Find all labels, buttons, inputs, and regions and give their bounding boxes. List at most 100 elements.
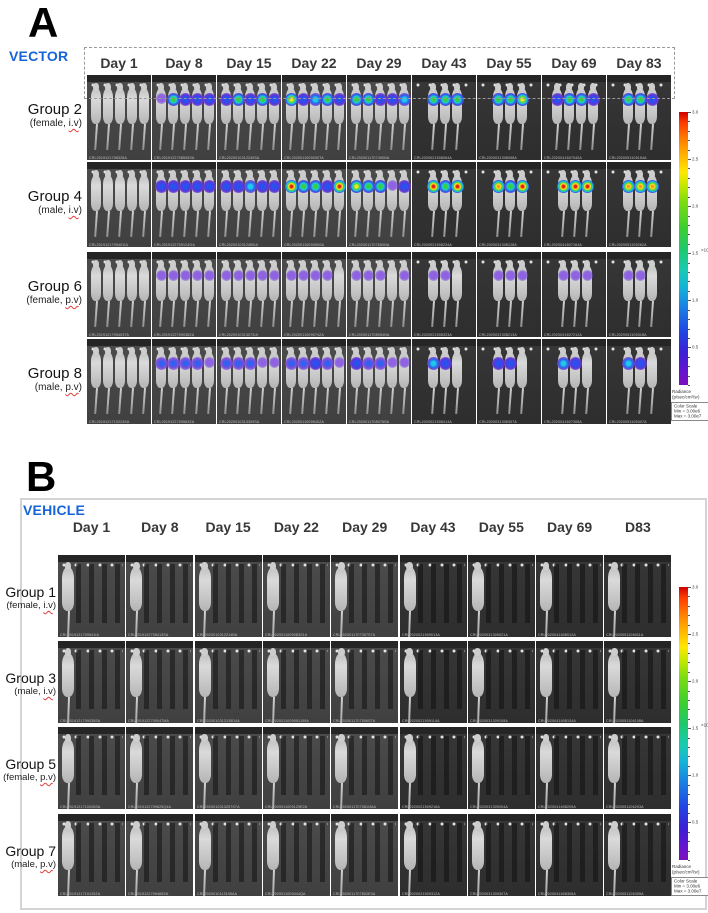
mouse-figure — [403, 734, 416, 783]
imaging-cell: CRL2020011707081I46A — [331, 727, 399, 809]
imaging-cell: CRL2020011708054NA — [347, 252, 411, 337]
group-sub-suffix: ) — [78, 381, 82, 393]
mouse-figure — [349, 83, 363, 124]
mouse-figure — [130, 821, 143, 870]
route-abbreviation: i.v — [68, 117, 79, 129]
bioluminescence-blob — [296, 93, 310, 106]
cell-id-label: CRL2020051105262A — [609, 242, 647, 247]
manifold-bar — [412, 162, 476, 169]
colorbar-minor-tick — [688, 385, 690, 386]
mouse-figure — [178, 83, 192, 124]
imaging-cell: CRL2020010313257S7A — [194, 727, 262, 809]
colorbar-minor-tick — [688, 662, 690, 664]
bioluminescence-blob — [581, 270, 593, 281]
manifold-bar — [217, 162, 281, 169]
mouse-figure — [232, 260, 244, 301]
mouse-figure — [540, 734, 553, 783]
manifold-rods — [349, 736, 396, 795]
colorbar-minor-tick — [688, 243, 690, 245]
mouse-figure — [450, 170, 464, 211]
group-label: Group 8 (male, p.v) — [0, 365, 82, 394]
mouse-figure — [154, 170, 168, 211]
bioluminescence-blob — [373, 180, 387, 193]
imaging-cell: CRL2020021509114A — [399, 641, 467, 723]
cell-id-label: CRL2020011707307S7A — [333, 632, 376, 637]
imaging-cell: CRL2020041607212A — [542, 252, 606, 337]
colorbar-tick-label: 0.5 — [692, 819, 699, 825]
colorbar-minor-tick — [688, 140, 690, 142]
day-header: Day 8 — [141, 519, 179, 535]
imaging-cell: CRL2020010313072IA — [217, 252, 281, 337]
colorbar-minor-tick — [688, 671, 690, 673]
bioluminescence-blob — [568, 180, 582, 193]
colorbar-minor-tick — [688, 596, 690, 598]
day-header: Day 43 — [421, 55, 467, 71]
manifold-bar — [282, 75, 346, 82]
group-route-label: (male, p.v) — [0, 382, 82, 394]
bioluminescence-blob — [621, 93, 635, 106]
bioluminescence-blob — [556, 180, 570, 193]
group-label: Group 2 (female, i.v) — [0, 101, 82, 130]
bioluminescence-blob — [634, 270, 646, 281]
bioluminescence-blob — [190, 357, 204, 370]
colorbar-minor-tick — [688, 375, 690, 377]
day-header: Day 15 — [205, 519, 251, 535]
colorbar-minor-tick — [688, 366, 690, 368]
bioluminescence-blob — [426, 93, 440, 106]
mouse-figure — [284, 347, 298, 388]
imaging-cell: CRL2020051106011A — [604, 555, 672, 637]
day-header: Day 55 — [478, 519, 524, 535]
manifold-rods — [212, 650, 259, 709]
mouse-figure — [198, 648, 211, 697]
cell-id-label: CRL2020041607212A — [544, 332, 582, 337]
colorbar-minor-tick — [688, 196, 690, 198]
mouse-figure — [115, 260, 125, 301]
mouse-figure — [491, 170, 505, 211]
cell-id-label: CRL2020011009074ZA — [284, 332, 324, 337]
mouse-figure — [296, 170, 310, 211]
cell-id-label: CRL2020010313072IA — [219, 332, 259, 337]
day-header: Day 22 — [291, 55, 337, 71]
day-header: Day 22 — [273, 519, 319, 535]
group-sub-prefix: (female, — [6, 600, 44, 612]
bioluminescence-blob — [385, 93, 399, 106]
bioluminescence-blob — [333, 357, 345, 368]
bioluminescence-blob — [320, 357, 334, 370]
panel-b-letter: B — [26, 453, 57, 500]
cell-id-label: CRL2020010313257S7A — [196, 804, 240, 809]
colorbar-unit-line: Radiance — [672, 864, 692, 869]
manifold-bar — [467, 727, 535, 734]
imaging-cell: CRL2019121710026SA — [58, 727, 125, 809]
manifold-bar — [347, 339, 411, 346]
colorbar-minor-tick — [688, 690, 690, 692]
bioluminescence-blob — [285, 270, 297, 281]
imaging-cell: CRL2020041607040A — [542, 75, 606, 160]
colorbar-minor-tick — [688, 187, 690, 189]
imaging-cell: CRL2020011707802E3A — [331, 814, 399, 896]
mouse-figure — [191, 260, 203, 301]
mouse-figure — [139, 83, 149, 124]
manifold-bar — [604, 641, 672, 648]
imaging-cell: CRL2020011707307S7A — [331, 555, 399, 637]
manifold-bar — [607, 75, 671, 82]
bioluminescence-blob — [550, 93, 564, 106]
imaging-cell: CRL2020021509312A — [399, 814, 467, 896]
imaging-cell: CRL2020010312135D4A — [194, 641, 262, 723]
cell-id-label: CRL2019121709035SA — [60, 718, 101, 723]
colorbar-minor-tick — [688, 168, 690, 170]
manifold-bar — [467, 641, 535, 648]
mouse-figure — [491, 347, 505, 388]
day-header: D83 — [625, 519, 651, 535]
cell-id-label: CRL2020011009091J09A — [264, 718, 309, 723]
cell-id-label: CRL2019122709038ZA — [154, 332, 195, 337]
bioluminescence-blob — [397, 93, 411, 106]
group-sub-prefix: (female, — [3, 772, 41, 784]
color-scale-box: Color Scale Min = 3.00e6 Max = 3.00e7 — [671, 877, 708, 896]
manifold-bar — [536, 641, 604, 648]
mouse-figure — [130, 734, 143, 783]
cell-id-label: CRL2020051106108A — [606, 718, 645, 723]
mouse-figure — [309, 260, 321, 301]
cell-id-label: CRL2020041607040A — [544, 155, 582, 160]
manifold-bar — [262, 727, 330, 734]
mouse-figure — [167, 260, 179, 301]
